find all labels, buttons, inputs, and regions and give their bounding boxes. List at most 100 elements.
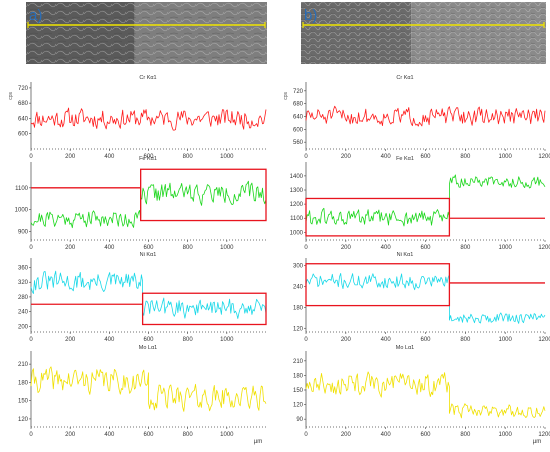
line-chart: Mo Lα1 120 150 180 210 0 200 400 600 800 1000 µm [18,345,267,445]
y-tick-label: 210 [18,362,29,368]
y-tick-label: 280 [18,295,29,301]
x-tick-label: 200 [65,337,76,343]
y-tick-label: 600 [18,132,29,138]
x-tick-label: 0 [304,432,308,438]
x-tick-label: 1000 [498,337,512,343]
series-line [305,174,546,227]
x-axis-label: µm [254,439,262,445]
x-tick-label: 400 [381,337,392,343]
x-tick-label: 1000 [498,154,512,160]
x-tick-label: 400 [381,432,392,438]
chart-title: Mo Lα1 [139,345,157,351]
panel-label: b) [304,7,317,24]
y-tick-label: 240 [18,310,29,316]
x-tick-label: 1200 [538,432,550,438]
series-line [30,107,267,131]
y-tick-label: 90 [296,417,303,423]
y-tick-label: 1100 [290,216,304,222]
x-tick-label: 800 [183,154,194,160]
y-tick-label: 240 [293,284,304,290]
y-tick-label: 150 [18,399,29,405]
x-tick-label: 600 [143,245,154,251]
y-tick-label: 1100 [15,186,29,192]
series-line [30,180,267,229]
x-tick-label: 800 [460,432,471,438]
x-tick-label: 400 [104,245,115,251]
x-tick-label: 0 [304,154,308,160]
x-tick-label: 800 [460,154,471,160]
x-tick-label: 600 [420,154,431,160]
line-chart: Cr Kα1 cps 560 600 640 680 720 0 200 400 600 800 100… [283,75,550,160]
y-tick-label: 1000 [15,208,29,214]
x-tick-label: 1200 [538,337,550,343]
x-tick-label: 800 [183,245,194,251]
line-chart: Fe Kα1 1000 1100 1200 1300 1400 0 200 400 600 800 1… [290,156,550,251]
chart-title: Fe Kα1 [396,156,414,162]
line-chart: Mo Lα1 90 120 150 180 210 0 200 400 600 800 1000 120… [293,345,550,445]
x-tick-label: 600 [143,432,154,438]
line-chart: Ni Kα1 200 240 280 320 360 0 200 400 600 800 1000 [18,252,267,343]
x-tick-label: 400 [104,154,115,160]
x-tick-label: 0 [304,245,308,251]
y-tick-label: 200 [18,324,29,330]
x-tick-label: 0 [29,154,33,160]
y-tick-label: 210 [293,359,304,365]
x-tick-label: 200 [341,337,352,343]
x-tick-label: 600 [143,154,154,160]
chart-title: Ni Kα1 [140,252,157,258]
y-tick-label: 1400 [290,174,304,180]
y-tick-label: 720 [293,89,304,95]
x-tick-label: 0 [304,337,308,343]
panel-label: a) [29,7,42,24]
series-line [30,366,267,412]
sem-micrograph: a) [26,2,267,64]
x-tick-label: 600 [420,337,431,343]
x-tick-label: 200 [65,432,76,438]
y-axis-label: cps [8,92,14,100]
y-tick-label: 600 [293,127,304,133]
x-tick-label: 1000 [220,337,234,343]
y-tick-label: 1200 [290,202,304,208]
x-tick-label: 400 [381,245,392,251]
series-line [305,273,546,324]
y-tick-label: 120 [293,403,304,409]
y-tick-label: 640 [18,116,29,122]
y-tick-label: 720 [18,86,29,92]
highlight-box [141,292,267,326]
x-tick-label: 1000 [220,154,234,160]
highlight-box [305,263,451,307]
chart-title: Ni Kα1 [397,252,414,258]
y-tick-label: 680 [293,102,304,108]
y-tick-label: 680 [18,101,29,107]
x-tick-label: 0 [29,337,33,343]
x-tick-label: 400 [104,432,115,438]
x-tick-label: 800 [183,432,194,438]
y-tick-label: 180 [293,373,304,379]
micrograph-texture [301,2,546,64]
y-tick-label: 300 [293,263,304,269]
chart-title: Fe Kα1 [139,156,157,162]
series-line [30,270,267,319]
line-chart: Cr Kα1 cps 600 640 680 720 0 200 400 600 800 1000 [8,75,267,160]
y-tick-label: 1000 [290,230,304,236]
x-tick-label: 1000 [498,245,512,251]
line-chart: Fe Kα1 900 1000 1100 0 200 400 600 800 1000 [15,156,267,251]
x-tick-label: 0 [29,245,33,251]
y-axis-label: cps [283,92,289,100]
series-line [305,105,546,127]
x-tick-label: 800 [183,337,194,343]
x-tick-label: 200 [65,245,76,251]
y-tick-label: 640 [293,115,304,121]
sem-micrograph: b) [301,2,546,64]
x-tick-label: 1000 [220,245,234,251]
panel-a: a) Cr Kα1 cps 600 640 680 720 0 200 400 600 800 1000… [8,2,267,445]
highlight-box [305,197,451,237]
y-tick-label: 900 [18,229,29,235]
x-tick-label: 200 [341,245,352,251]
x-tick-label: 600 [420,432,431,438]
y-tick-label: 150 [293,388,304,394]
x-tick-label: 1200 [538,245,550,251]
micrograph-texture [26,2,267,64]
